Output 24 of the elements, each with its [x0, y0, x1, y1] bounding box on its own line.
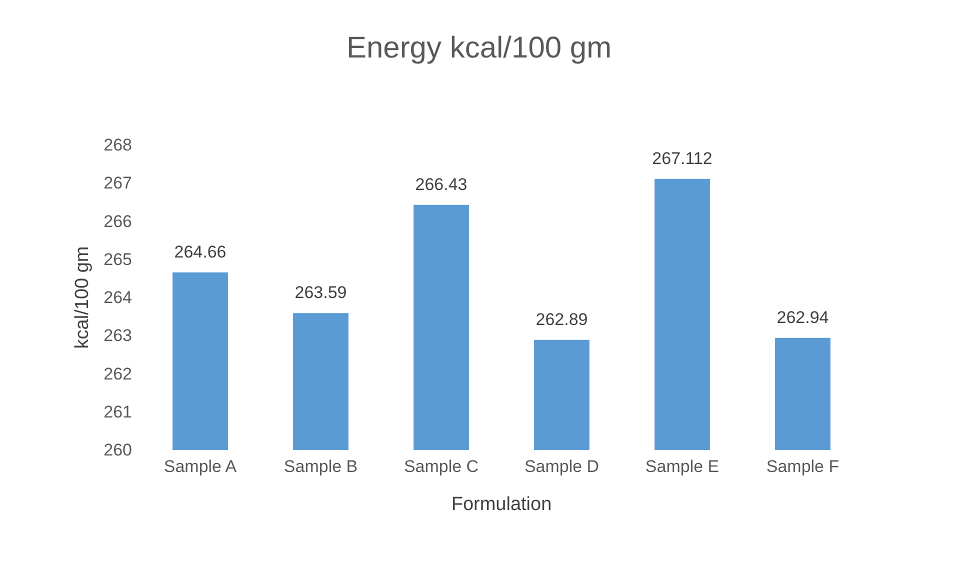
- y-tick-label: 266: [104, 212, 132, 231]
- data-label: 267.112: [652, 148, 712, 168]
- y-axis-title: kcal/100 gm: [72, 246, 93, 349]
- x-tick-label: Sample F: [766, 457, 840, 476]
- y-tick-label: 265: [104, 250, 132, 269]
- data-label: 262.94: [776, 308, 829, 327]
- data-label: 263.59: [294, 283, 347, 302]
- y-tick-label: 260: [104, 440, 132, 460]
- y-tick-label: 264: [104, 288, 132, 307]
- data-label: 264.66: [174, 242, 226, 262]
- x-axis-title: Formulation: [451, 494, 552, 515]
- y-tick-label: 267: [104, 174, 132, 193]
- x-tick-label: Sample C: [404, 457, 479, 476]
- chart-title: Energy kcal/100 gm: [346, 32, 612, 64]
- x-tick-label: Sample E: [645, 457, 720, 476]
- y-tick-label: 263: [104, 326, 132, 346]
- y-tick-label: 268: [104, 136, 132, 154]
- data-label: 266.43: [415, 174, 468, 194]
- y-tick-label: 262: [104, 364, 132, 384]
- x-tick-label: Sample D: [524, 457, 600, 476]
- x-tick-label: Sample B: [284, 457, 358, 476]
- data-label: 262.89: [536, 310, 588, 329]
- x-tick-label: Sample A: [164, 457, 238, 476]
- y-tick-label: 261: [104, 402, 132, 422]
